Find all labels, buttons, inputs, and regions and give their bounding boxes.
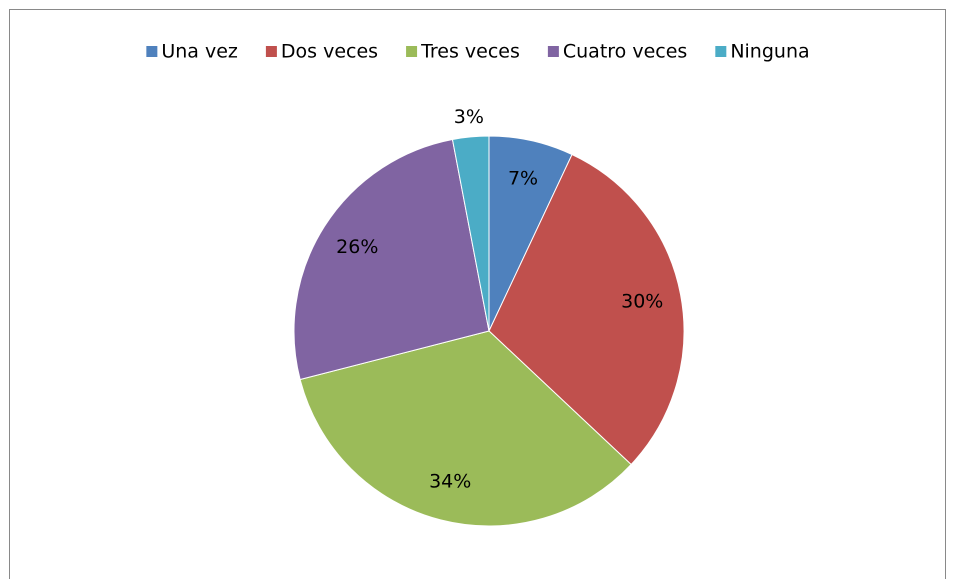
legend-swatch bbox=[406, 46, 418, 57]
data-label: 34% bbox=[429, 471, 471, 493]
legend-label: Una vez bbox=[161, 41, 238, 63]
legend-label: Cuatro veces bbox=[563, 41, 687, 63]
pie-slice bbox=[299, 330, 632, 527]
data-label: 30% bbox=[621, 290, 663, 312]
pie-slice bbox=[488, 153, 685, 466]
legend-label: Tres veces bbox=[420, 41, 520, 63]
pie-slice bbox=[451, 135, 490, 332]
legend-label: Ninguna bbox=[730, 41, 809, 63]
legend-label: Dos veces bbox=[281, 41, 378, 63]
data-label: 3% bbox=[454, 106, 484, 128]
legend-swatch bbox=[715, 46, 727, 57]
legend-swatch bbox=[265, 46, 277, 57]
pie-slice bbox=[293, 138, 490, 381]
data-label: 7% bbox=[508, 167, 538, 189]
legend-swatch bbox=[146, 46, 158, 57]
legend-swatch bbox=[547, 46, 559, 57]
data-label: 26% bbox=[336, 236, 378, 258]
